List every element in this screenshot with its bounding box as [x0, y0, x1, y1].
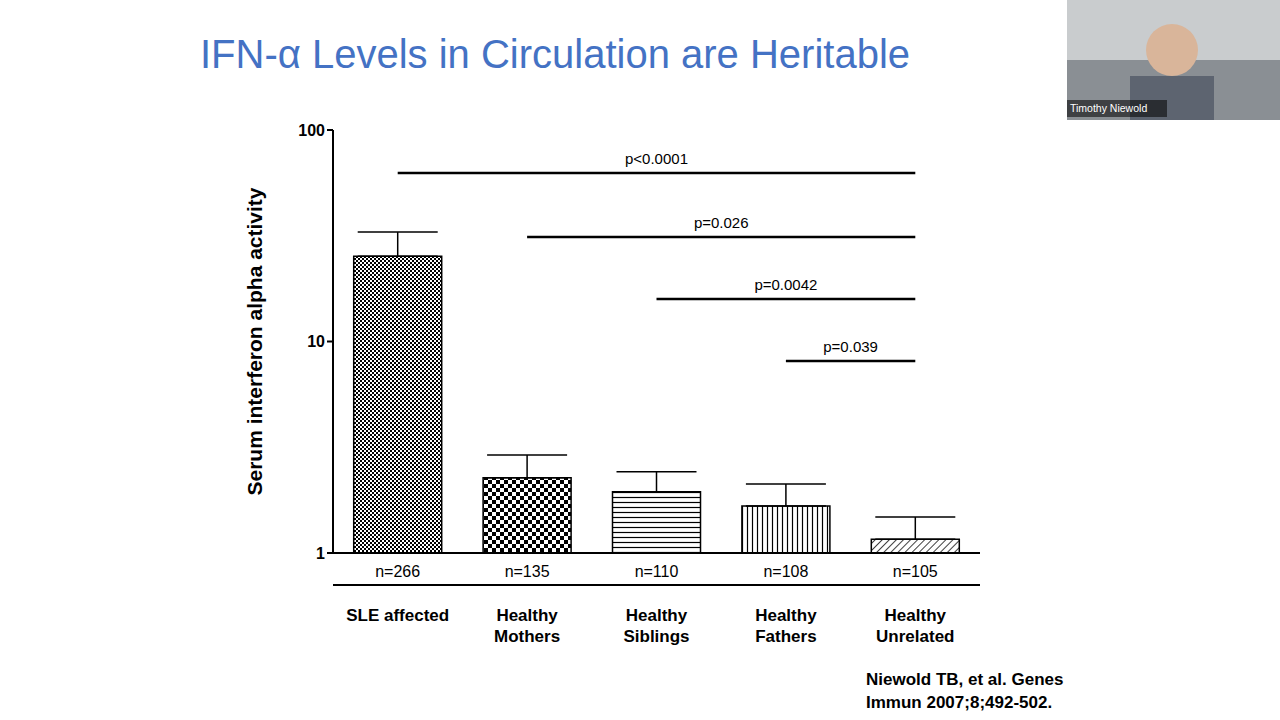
svg-text:Healthy: Healthy: [626, 606, 688, 625]
svg-text:SLE affected: SLE affected: [346, 606, 449, 625]
svg-text:Healthy: Healthy: [496, 606, 558, 625]
svg-text:n=266: n=266: [375, 563, 420, 580]
svg-text:p=0.0042: p=0.0042: [754, 276, 817, 293]
svg-text:Timothy Niewold: Timothy Niewold: [1070, 102, 1147, 114]
svg-text:p=0.026: p=0.026: [694, 214, 749, 231]
svg-text:Unrelated: Unrelated: [876, 627, 954, 646]
html-text:IFN-α Levels in Circulation ar: IFN-α Levels in Circulation are Heritabl…: [200, 32, 910, 76]
svg-text:n=135: n=135: [505, 563, 550, 580]
svg-text:Fathers: Fathers: [755, 627, 816, 646]
svg-text:Healthy: Healthy: [885, 606, 947, 625]
svg-text:100: 100: [298, 122, 325, 139]
svg-text:p=0.039: p=0.039: [823, 338, 878, 355]
svg-text:p<0.0001: p<0.0001: [625, 150, 688, 167]
svg-text:Siblings: Siblings: [623, 627, 689, 646]
svg-text:n=108: n=108: [763, 563, 808, 580]
svg-text:Mothers: Mothers: [494, 627, 560, 646]
html-text:Niewold TB, et al. Genes Immun: Niewold TB, et al. Genes Immun 2007;8;49…: [866, 670, 1064, 712]
svg-text:10: 10: [307, 333, 325, 350]
svg-text:1: 1: [316, 545, 325, 562]
svg-text:Healthy: Healthy: [755, 606, 817, 625]
svg-text:n=105: n=105: [893, 563, 938, 580]
svg-text:n=110: n=110: [635, 563, 679, 580]
svg-text:Serum interferon alpha activit: Serum interferon alpha activity: [243, 187, 266, 495]
